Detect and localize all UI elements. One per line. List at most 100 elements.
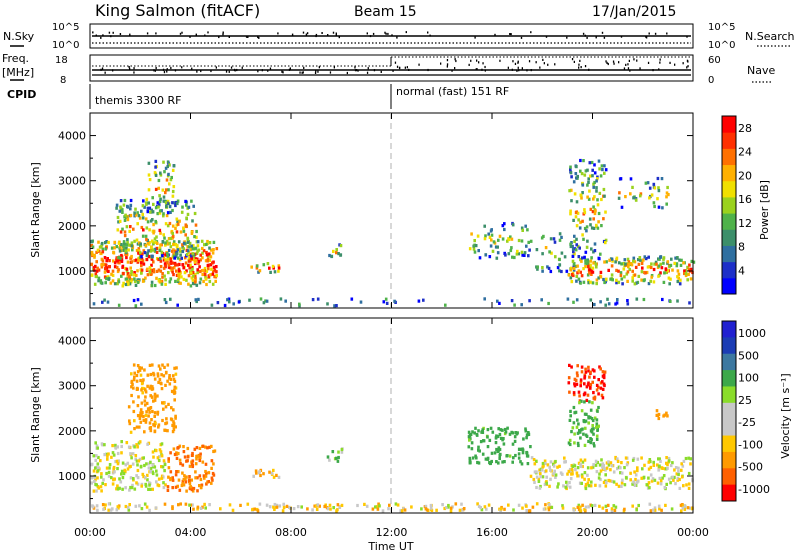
velocity-scatter-cell [113,477,116,481]
power-scatter-cell [154,206,158,210]
velocity-scatter-cell [526,462,530,466]
power-scatter-cell [659,255,662,259]
velocity-scatter-cell [121,487,124,491]
nave-sample [380,70,382,73]
velocity-scatter-cell [169,451,172,455]
power-scatter-cell [113,265,117,269]
power-scatter-cell [135,273,138,277]
velocity-scatter-cell [139,411,142,415]
power-scatter-cell [145,253,149,258]
noise-sample [315,35,317,38]
power-scatter-cell [150,254,153,258]
power-scatter-cell [444,303,447,307]
power-scatter-cell [117,280,121,284]
power-scatter-cell [626,299,629,303]
velocity-scatter-cell [278,504,282,508]
velocity-scatter-cell [114,443,117,447]
power-scatter-cell [213,268,217,272]
power-y-tick-label: 1000 [58,265,86,278]
velocity-scatter-cell [133,375,136,379]
velocity-scatter-cell [97,466,100,470]
velocity-scatter-cell [148,487,152,491]
power-scatter-cell [593,163,596,167]
power-scatter-cell [576,174,579,179]
power-scatter-cell [159,256,162,261]
power-scatter-cell [140,264,143,268]
power-colorbar-swatch [722,245,736,263]
power-scatter-cell [201,246,204,251]
nave-sample [539,66,541,69]
power-scatter-cell [595,282,598,286]
power-scatter-cell [162,256,166,260]
velocity-scatter-cell [475,432,479,437]
velocity-scatter-cell [629,478,632,482]
velocity-scatter-cell [538,468,541,472]
noise-sample [338,36,340,39]
power-scatter-cell [169,210,172,214]
velocity-scatter-cell [653,478,657,482]
velocity-scatter-cell [189,485,192,489]
velocity-scatter-cell [689,457,692,461]
velocity-scatter-cell [177,451,180,456]
velocity-scatter-cell [653,506,657,510]
velocity-scatter-cell [399,509,402,513]
power-scatter-cell [176,219,179,223]
power-scatter-cell [139,244,143,248]
power-scatter-cell [202,249,206,253]
power-scatter-cell [639,192,643,196]
velocity-scatter-cell [576,418,579,422]
nave-sample [475,68,477,71]
power-scatter-cell [159,197,162,201]
power-scatter-cell [179,281,182,285]
power-scatter-cell [332,249,335,253]
velocity-scatter-cell [577,422,580,426]
power-scatter-cell [161,254,164,258]
velocity-scatter-cell [579,384,582,388]
velocity-scatter-cell [667,459,671,463]
power-scatter-cell [124,282,128,287]
velocity-scatter-cell [158,455,161,459]
power-scatter-cell [659,262,662,266]
power-scatter-cell [121,264,125,268]
velocity-scatter-cell [583,458,587,462]
velocity-scatter-cell [580,473,584,477]
power-scatter-cell [599,174,603,178]
power-scatter-cell [644,257,648,261]
power-scatter-cell [226,298,229,302]
velocity-scatter-cell [572,508,576,512]
velocity-scatter-cell [203,502,206,506]
velocity-scatter-cell [480,508,484,512]
noise-sample [645,35,647,38]
power-scatter-cell [169,178,173,182]
velocity-scatter-cell [150,418,153,422]
power-scatter-cell [649,265,653,270]
power-scatter-cell [572,180,576,184]
power-scatter-cell [204,275,207,279]
velocity-scatter-cell [167,475,170,479]
power-scatter-cell [560,235,563,239]
power-scatter-cell [501,224,505,228]
power-scatter-cell [167,263,171,267]
power-scatter-cell [604,168,608,172]
velocity-scatter-cell [503,460,506,464]
power-scatter-cell [579,281,582,285]
power-scatter-cell [190,244,193,248]
velocity-scatter-cell [143,463,146,468]
velocity-scatter-cell [596,409,599,413]
power-scatter-cell [190,271,193,275]
velocity-scatter-cell [578,401,581,405]
power-scatter-cell [152,260,155,264]
power-scatter-cell [660,266,664,270]
velocity-scatter-cell [168,382,172,386]
nave-sample [623,67,626,70]
power-scatter-cell [160,250,164,254]
power-scatter-cell [155,250,159,254]
noise-sample [645,36,648,39]
power-scatter-cell [194,246,198,250]
velocity-scatter-cell [172,377,176,381]
power-scatter-cell [170,175,173,180]
velocity-scatter-cell [138,368,142,372]
velocity-y-tick-label: 3000 [58,380,86,393]
velocity-scatter-cell [162,485,166,490]
velocity-scatter-cell [524,427,527,431]
